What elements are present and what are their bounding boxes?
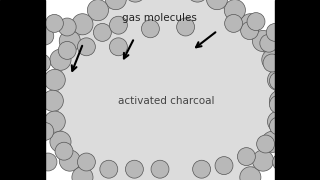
Ellipse shape <box>257 135 275 153</box>
Ellipse shape <box>263 54 281 72</box>
Text: gas molecules: gas molecules <box>122 13 196 23</box>
Ellipse shape <box>36 122 54 140</box>
Ellipse shape <box>58 41 76 59</box>
Ellipse shape <box>269 72 287 90</box>
Bar <box>0 0 45 180</box>
Ellipse shape <box>187 0 208 2</box>
Ellipse shape <box>100 160 118 178</box>
Ellipse shape <box>215 157 233 175</box>
Ellipse shape <box>206 0 228 10</box>
Ellipse shape <box>141 20 159 38</box>
Ellipse shape <box>225 14 243 32</box>
Ellipse shape <box>269 95 287 113</box>
Ellipse shape <box>77 38 95 56</box>
Ellipse shape <box>266 23 284 41</box>
Ellipse shape <box>224 0 245 21</box>
Ellipse shape <box>125 0 146 2</box>
Ellipse shape <box>23 77 41 95</box>
Ellipse shape <box>45 14 63 32</box>
Ellipse shape <box>262 49 283 70</box>
Ellipse shape <box>72 14 93 35</box>
Ellipse shape <box>39 153 57 171</box>
Ellipse shape <box>59 30 80 51</box>
Ellipse shape <box>93 23 111 41</box>
Ellipse shape <box>237 148 255 166</box>
Ellipse shape <box>247 13 265 31</box>
Ellipse shape <box>77 153 95 171</box>
Ellipse shape <box>58 0 275 180</box>
Ellipse shape <box>151 160 169 178</box>
Ellipse shape <box>58 18 76 36</box>
Ellipse shape <box>252 30 274 51</box>
Ellipse shape <box>26 101 44 119</box>
Ellipse shape <box>252 150 274 171</box>
Ellipse shape <box>50 49 71 70</box>
Ellipse shape <box>125 160 143 178</box>
Ellipse shape <box>269 90 291 111</box>
Ellipse shape <box>273 153 291 171</box>
Ellipse shape <box>50 131 71 152</box>
Ellipse shape <box>59 150 80 171</box>
Ellipse shape <box>109 16 127 34</box>
Ellipse shape <box>268 69 289 91</box>
Ellipse shape <box>268 111 289 132</box>
Ellipse shape <box>241 22 259 40</box>
Ellipse shape <box>44 69 65 91</box>
Ellipse shape <box>105 0 126 10</box>
Ellipse shape <box>240 167 261 180</box>
Ellipse shape <box>42 90 63 111</box>
Text: activated charcoal: activated charcoal <box>118 96 215 106</box>
Ellipse shape <box>36 27 54 45</box>
Ellipse shape <box>260 34 278 52</box>
Ellipse shape <box>87 0 108 21</box>
Ellipse shape <box>33 54 51 72</box>
Ellipse shape <box>269 117 287 135</box>
Ellipse shape <box>44 111 65 132</box>
Ellipse shape <box>193 160 211 178</box>
Bar <box>275 0 320 180</box>
Ellipse shape <box>240 14 261 35</box>
Ellipse shape <box>262 131 283 152</box>
Ellipse shape <box>177 18 195 36</box>
Ellipse shape <box>72 167 93 180</box>
Ellipse shape <box>55 142 73 160</box>
Ellipse shape <box>109 38 127 56</box>
